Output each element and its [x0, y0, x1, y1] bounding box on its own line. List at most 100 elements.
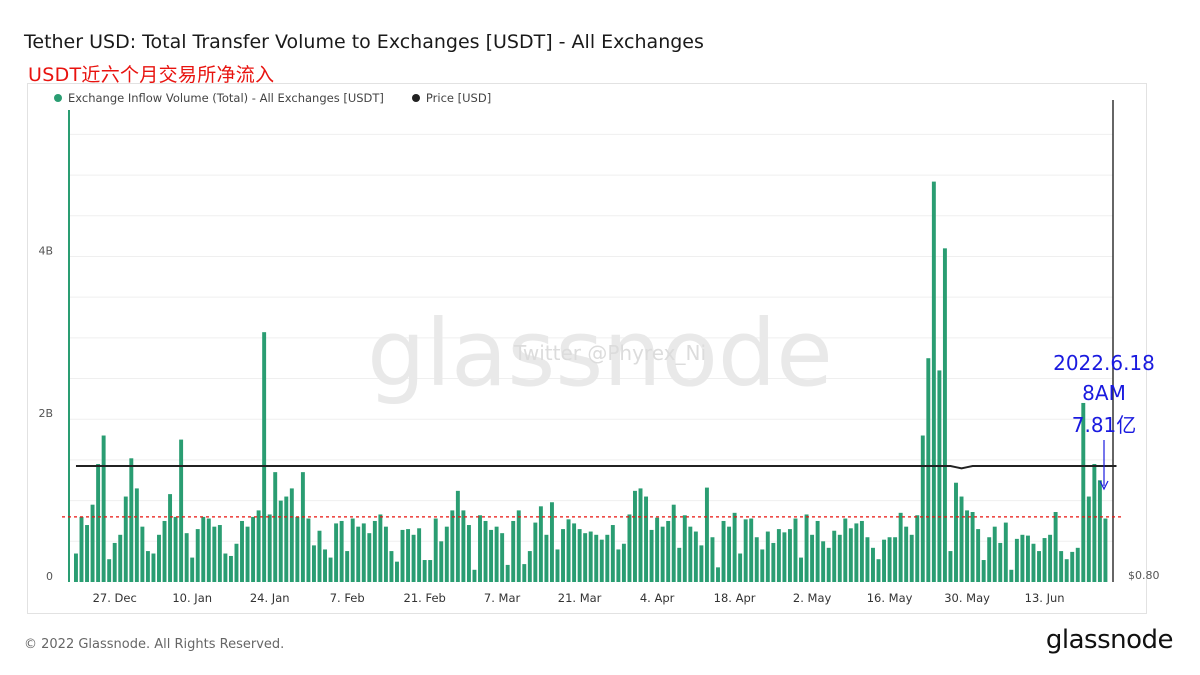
x-tick-label: 10. Jan	[172, 591, 212, 605]
bar	[843, 518, 848, 582]
bar	[793, 518, 798, 582]
bar	[306, 518, 311, 582]
x-tick-label: 7. Mar	[484, 591, 521, 605]
bar	[118, 534, 123, 582]
bar	[760, 549, 765, 582]
bar	[1037, 551, 1041, 582]
bar	[987, 537, 992, 582]
bar	[682, 515, 687, 582]
bar	[931, 181, 936, 583]
bar	[173, 516, 178, 582]
bar	[937, 370, 942, 582]
bar	[444, 526, 449, 582]
bar	[605, 534, 610, 582]
bar	[533, 522, 538, 582]
bar	[848, 528, 853, 582]
bar	[920, 435, 925, 582]
bar	[151, 553, 156, 582]
bar	[660, 526, 665, 582]
bar	[383, 526, 388, 582]
annotation-text: 2022.6.18	[1053, 351, 1155, 375]
x-tick-label: 30. May	[944, 591, 990, 605]
bar	[107, 559, 112, 582]
bar	[909, 534, 914, 582]
legend-marker-price	[411, 94, 420, 102]
bar	[411, 534, 416, 582]
bar	[865, 537, 870, 582]
bar	[395, 561, 399, 582]
bar	[959, 496, 964, 582]
bar	[101, 435, 106, 582]
legend-marker-inflow	[54, 94, 62, 102]
bar	[538, 506, 543, 582]
bar	[644, 496, 649, 582]
bar	[776, 529, 781, 582]
bar	[428, 560, 433, 582]
y-tick-label: 4B	[38, 244, 53, 257]
bar	[284, 496, 289, 582]
bar	[422, 560, 427, 582]
bar	[372, 520, 377, 582]
bar	[699, 545, 704, 582]
bar	[378, 514, 383, 582]
bar	[549, 502, 554, 582]
bar	[771, 542, 776, 582]
bar	[134, 488, 139, 582]
x-tick-label: 2. May	[793, 591, 832, 605]
legend-item-price[interactable]: Price [USD]	[411, 91, 492, 105]
bar	[810, 534, 815, 582]
x-tick-label: 24. Jan	[250, 591, 290, 605]
bar	[223, 553, 228, 582]
legend-item-inflow[interactable]: Exchange Inflow Volume (Total) - All Exc…	[54, 91, 384, 105]
bar	[610, 525, 615, 582]
bar	[754, 537, 759, 582]
bar	[1064, 559, 1069, 582]
bar	[367, 533, 372, 582]
bar	[954, 482, 958, 582]
bar	[572, 523, 577, 582]
x-tick-label: 13. Jun	[1025, 591, 1065, 605]
bar	[1075, 547, 1080, 582]
bar	[256, 510, 261, 582]
bar	[74, 553, 78, 582]
bar	[948, 551, 953, 582]
y-tick-label: 0	[46, 570, 53, 583]
bar	[1103, 518, 1108, 582]
bar	[704, 487, 709, 582]
bar	[311, 545, 316, 582]
chart-subtitle: USDT近六个月交易所净流入	[28, 64, 275, 86]
bar	[738, 553, 743, 582]
bar	[1059, 551, 1064, 582]
bar	[278, 500, 283, 582]
bar	[893, 537, 898, 582]
bar	[942, 248, 947, 582]
bar	[262, 332, 267, 582]
bar	[157, 534, 161, 582]
bar	[710, 537, 715, 582]
y-tick-label: 2B	[38, 407, 53, 420]
bar	[455, 490, 460, 582]
bar	[898, 512, 903, 582]
bar	[981, 560, 986, 582]
bar	[323, 549, 327, 582]
bar	[577, 529, 582, 582]
bar	[334, 523, 339, 582]
bar	[970, 512, 975, 582]
legend-label-price: Price [USD]	[425, 91, 492, 105]
bar	[96, 464, 101, 582]
x-tick-label: 18. Apr	[714, 591, 756, 605]
bar	[965, 510, 970, 582]
bar	[511, 520, 516, 582]
bar	[749, 518, 754, 582]
bar	[527, 551, 532, 582]
footer-copyright: © 2022 Glassnode. All Rights Reserved.	[24, 637, 285, 652]
bar	[140, 526, 145, 582]
bar	[350, 518, 355, 582]
bar	[273, 472, 278, 582]
bar	[721, 520, 726, 582]
bar	[544, 534, 549, 582]
bar	[992, 526, 997, 582]
bar	[361, 523, 366, 582]
bar	[190, 557, 195, 582]
bar	[356, 526, 361, 582]
